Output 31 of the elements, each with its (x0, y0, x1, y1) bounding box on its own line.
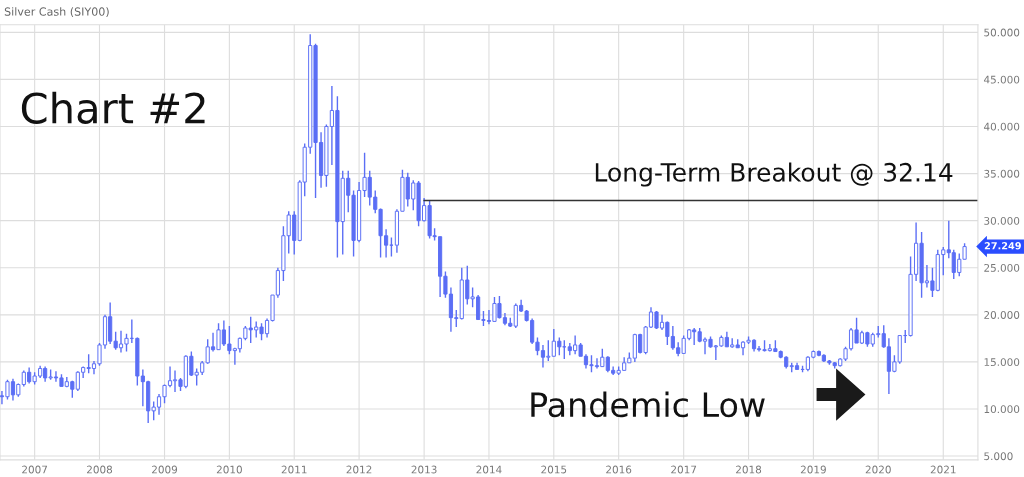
annotation: Chart #2 (21, 91, 205, 124)
x-tick-label: 2013 (411, 465, 437, 474)
x-tick-label: 2007 (22, 465, 48, 474)
x-tick-label: 2019 (800, 465, 826, 474)
y-tick-label: 50.000 (984, 28, 1020, 37)
x-tick-label: 2014 (476, 465, 502, 474)
y-tick-label: 25.000 (984, 263, 1020, 272)
x-tick-label: 2009 (152, 465, 178, 474)
chart-title: Silver Cash (SIY00) (4, 7, 109, 18)
y-tick-label: 30.000 (984, 216, 1020, 225)
y-tick-label: 35.000 (984, 169, 1020, 178)
y-tick-label: 40.000 (983, 122, 1020, 131)
annotation: Pandemic Low (531, 391, 765, 418)
x-tick-label: 2015 (541, 465, 567, 474)
x-tick-label: 2018 (736, 465, 762, 474)
y-tick-label: 15.000 (984, 358, 1020, 367)
x-tick-label: 2010 (216, 465, 242, 474)
x-tick-label: 2011 (281, 465, 307, 474)
x-tick-label: 2012 (346, 465, 372, 474)
x-tick-label: 2020 (865, 465, 891, 474)
y-tick-label: 10.000 (984, 405, 1020, 414)
x-tick-label: 2017 (671, 465, 697, 474)
y-tick-label: 5.000 (984, 452, 1013, 461)
y-tick-label: 20.000 (984, 311, 1020, 319)
candlestick (389, 236, 394, 258)
x-tick-label: 2021 (930, 465, 956, 474)
x-tick-label: 2016 (606, 465, 632, 474)
y-tick-label: 45.000 (983, 75, 1020, 84)
annotation: Long-Term Breakout @ 32.14 (595, 162, 953, 187)
x-tick-label: 2008 (87, 465, 113, 474)
annotation: 27.249 (984, 242, 1021, 250)
